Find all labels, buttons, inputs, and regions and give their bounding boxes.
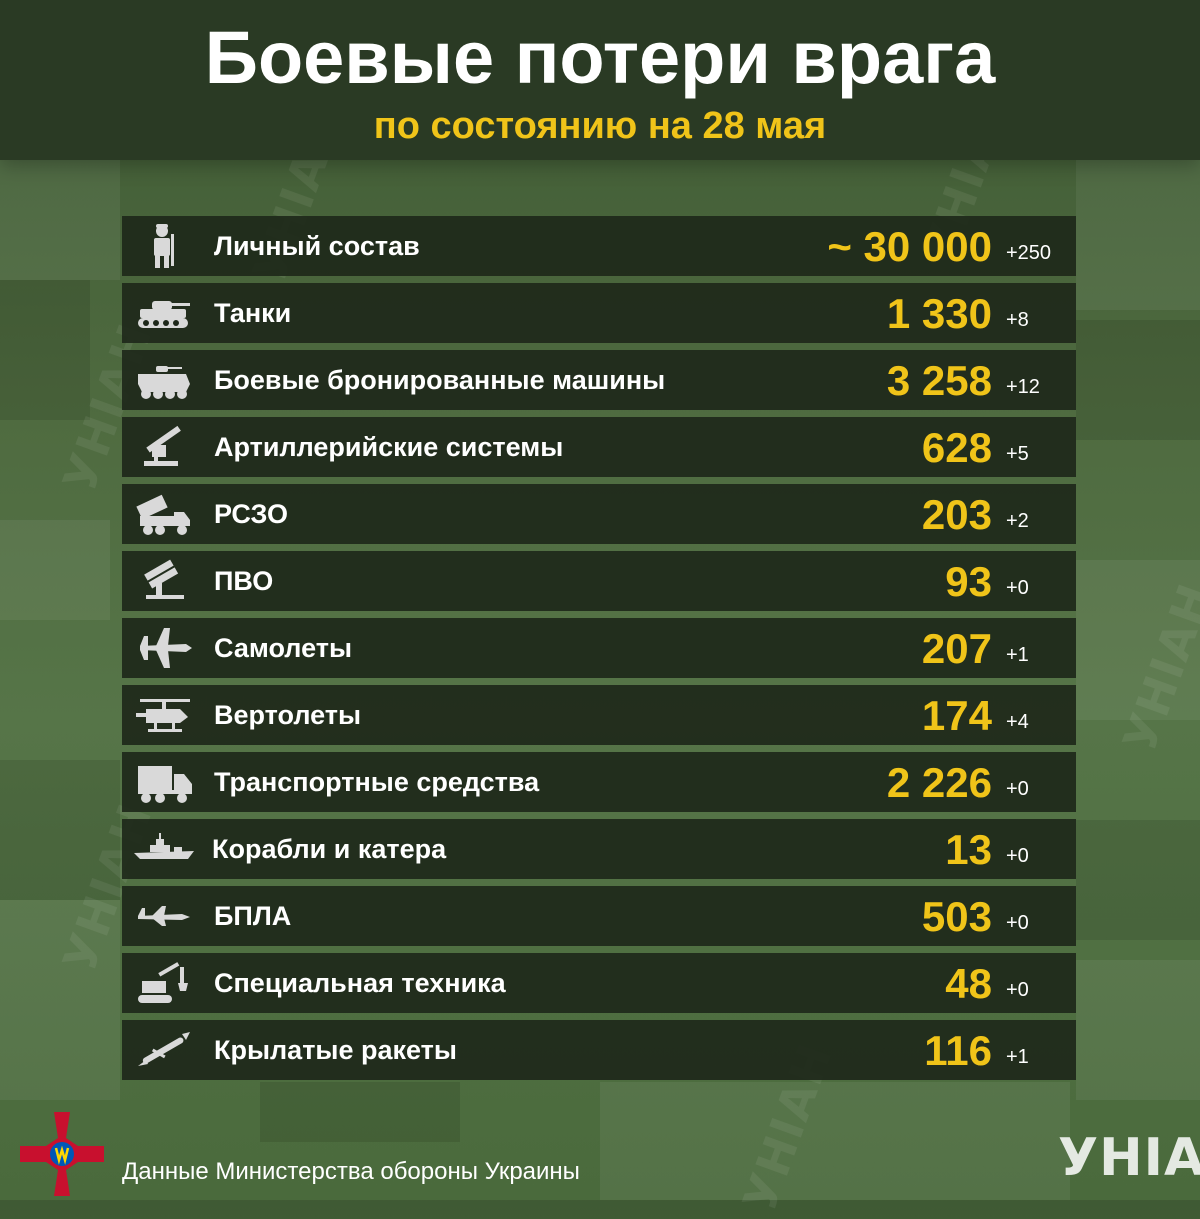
air-defense-icon bbox=[134, 557, 194, 605]
table-row: Специальная техника 48 +0 bbox=[122, 953, 1076, 1013]
row-delta: +1 bbox=[1006, 644, 1029, 666]
truck-icon bbox=[134, 758, 194, 806]
losses-table: Личный состав ~ 30 000 +250 Танки 1 330 … bbox=[122, 216, 1076, 1087]
row-value: 503 bbox=[921, 893, 992, 940]
row-value: ~ 30 000 bbox=[827, 223, 992, 270]
row-value: 174 bbox=[921, 692, 992, 739]
row-value: 13 bbox=[945, 826, 992, 873]
drone-icon bbox=[134, 892, 194, 940]
row-label: Боевые бронированные машины bbox=[214, 365, 666, 395]
row-delta: +1 bbox=[1006, 1046, 1029, 1068]
table-row: РСЗО 203 +2 bbox=[122, 484, 1076, 544]
artillery-icon bbox=[134, 423, 194, 471]
row-delta: +0 bbox=[1006, 778, 1029, 800]
mlrs-icon bbox=[134, 490, 194, 538]
table-row: Артиллерийские системы 628 +5 bbox=[122, 417, 1076, 477]
row-value: 1 330 bbox=[886, 290, 992, 337]
row-label: Транспортные средства bbox=[214, 767, 540, 797]
row-label: Корабли и катера bbox=[212, 834, 447, 864]
row-delta: +0 bbox=[1006, 845, 1029, 867]
row-value: 203 bbox=[921, 491, 992, 538]
row-label: Вертолеты bbox=[214, 700, 362, 730]
row-value: 3 258 bbox=[886, 357, 992, 404]
tank-icon bbox=[134, 289, 194, 337]
row-value: 116 bbox=[924, 1027, 992, 1074]
row-delta: +8 bbox=[1006, 309, 1029, 331]
unian-logo: УНІАН bbox=[1058, 1128, 1200, 1188]
row-label: ПВО bbox=[214, 566, 274, 596]
header-bar: Боевые потери врага по состоянию на 28 м… bbox=[0, 0, 1200, 160]
row-delta: +5 bbox=[1006, 443, 1029, 465]
row-delta: +250 bbox=[1006, 242, 1052, 264]
page-title: Боевые потери врага bbox=[204, 16, 996, 99]
fighter-jet-icon bbox=[134, 624, 194, 672]
row-delta: +12 bbox=[1006, 376, 1040, 398]
table-row: Самолеты 207 +1 bbox=[122, 618, 1076, 678]
row-value: 628 bbox=[921, 424, 992, 471]
table-row: Вертолеты 174 +4 bbox=[122, 685, 1076, 745]
row-label: Танки bbox=[214, 298, 292, 328]
armed-forces-emblem-icon bbox=[16, 1108, 108, 1200]
table-row: Личный состав ~ 30 000 +250 bbox=[122, 216, 1076, 276]
table-row: Танки 1 330 +8 bbox=[122, 283, 1076, 343]
row-delta: +0 bbox=[1006, 979, 1029, 1001]
row-delta: +4 bbox=[1006, 711, 1029, 733]
row-value: 2 226 bbox=[886, 759, 992, 806]
page-subtitle: по состоянию на 28 мая bbox=[373, 105, 827, 147]
row-label: Специальная техника bbox=[214, 968, 506, 998]
warship-icon bbox=[134, 825, 194, 873]
row-label: Артиллерийские системы bbox=[214, 432, 564, 462]
helicopter-icon bbox=[134, 691, 194, 739]
row-delta: +0 bbox=[1006, 577, 1029, 599]
row-label: Крылатые ракеты bbox=[214, 1035, 457, 1065]
source-note: Данные Министерства обороны Украины bbox=[122, 1158, 580, 1185]
watermark: УНІАН bbox=[1112, 575, 1200, 759]
table-row: Боевые бронированные машины 3 258 +12 bbox=[122, 350, 1076, 410]
armored-vehicle-icon bbox=[134, 356, 194, 404]
row-delta: +0 bbox=[1006, 912, 1029, 934]
soldier-icon bbox=[134, 222, 194, 270]
row-value: 207 bbox=[921, 625, 992, 672]
cruise-missile-icon bbox=[134, 1026, 194, 1074]
row-label: БПЛА bbox=[214, 901, 292, 931]
row-label: Личный состав bbox=[214, 231, 420, 261]
table-row: Транспортные средства 2 226 +0 bbox=[122, 752, 1076, 812]
row-value: 93 bbox=[945, 558, 992, 605]
row-value: 48 bbox=[945, 960, 992, 1007]
table-row: Крылатые ракеты 116 +1 bbox=[122, 1020, 1076, 1080]
row-delta: +2 bbox=[1006, 510, 1029, 532]
table-row: Корабли и катера 13 +0 bbox=[122, 819, 1076, 879]
row-label: Самолеты bbox=[214, 633, 353, 663]
table-row: БПЛА 503 +0 bbox=[122, 886, 1076, 946]
row-label: РСЗО bbox=[214, 499, 289, 529]
excavator-icon bbox=[134, 959, 194, 1007]
table-row: ПВО 93 +0 bbox=[122, 551, 1076, 611]
